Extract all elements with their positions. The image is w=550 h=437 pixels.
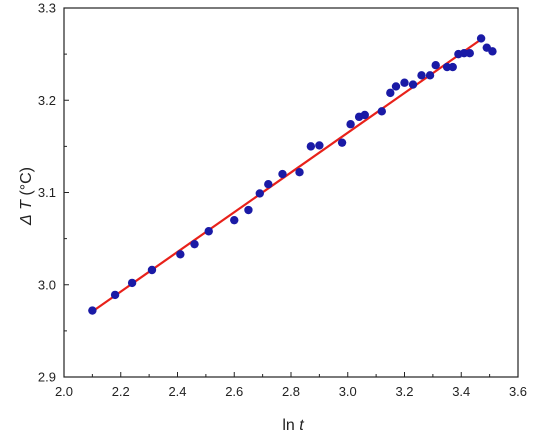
y-axis-title: Δ T (°C) — [18, 167, 35, 226]
data-point — [408, 80, 418, 89]
x-axis-title-prefix: ln — [282, 417, 294, 434]
y-tick-label: 2.9 — [38, 370, 56, 385]
data-point — [448, 62, 457, 72]
x-tick-label: 3.0 — [339, 384, 357, 399]
x-axis-ticks: 2.0 2.2 2.4 2.6 2.8 3.0 3.2 3.4 3.6 — [55, 372, 527, 399]
data-point — [465, 49, 474, 58]
data-point — [400, 78, 409, 87]
data-point — [264, 179, 273, 189]
data-point — [391, 82, 401, 91]
y-axis-title-prefix: Δ — [18, 214, 35, 226]
points-layer — [88, 34, 497, 315]
data-point — [147, 265, 157, 275]
data-point — [431, 60, 440, 70]
y-tick-label: 3.1 — [38, 185, 56, 200]
data-point — [295, 168, 304, 177]
x-tick-label: 2.0 — [55, 384, 73, 399]
data-point — [488, 47, 497, 56]
x-tick-label: 2.8 — [282, 384, 300, 399]
data-point — [360, 110, 369, 120]
data-point — [278, 169, 287, 179]
x-tick-label: 3.4 — [452, 384, 470, 399]
x-axis-title: ln t — [282, 417, 304, 434]
x-tick-label: 2.6 — [225, 384, 243, 399]
y-axis-title-unit: (°C) — [18, 167, 35, 196]
data-point — [176, 250, 185, 259]
x-tick-label: 2.2 — [112, 384, 130, 399]
data-point — [377, 107, 386, 116]
data-point — [204, 227, 213, 236]
data-point — [306, 142, 316, 151]
plot-frame — [63, 7, 519, 378]
data-point — [255, 189, 264, 198]
x-tick-label: 3.2 — [395, 384, 413, 399]
y-axis-ticks: 2.9 3.0 3.1 3.2 3.3 — [38, 1, 69, 385]
y-axis-title-variable: T — [18, 199, 35, 210]
data-point — [337, 138, 347, 147]
data-point — [110, 290, 120, 300]
plot-border — [63, 7, 519, 378]
data-point — [315, 141, 324, 150]
x-axis-title-variable: t — [299, 417, 304, 434]
data-point — [425, 71, 435, 80]
data-point — [417, 71, 426, 80]
data-point — [346, 120, 355, 129]
data-point — [386, 88, 395, 98]
data-point — [190, 239, 199, 249]
data-point — [230, 215, 239, 225]
x-tick-label: 2.4 — [168, 384, 186, 399]
y-tick-label: 3.0 — [38, 277, 56, 292]
y-tick-label: 3.2 — [38, 93, 56, 108]
data-point — [88, 306, 97, 315]
y-tick-label: 3.3 — [38, 1, 56, 16]
data-point — [476, 34, 486, 43]
data-point — [244, 205, 253, 215]
data-point — [127, 278, 137, 288]
x-tick-label: 3.6 — [509, 384, 527, 399]
